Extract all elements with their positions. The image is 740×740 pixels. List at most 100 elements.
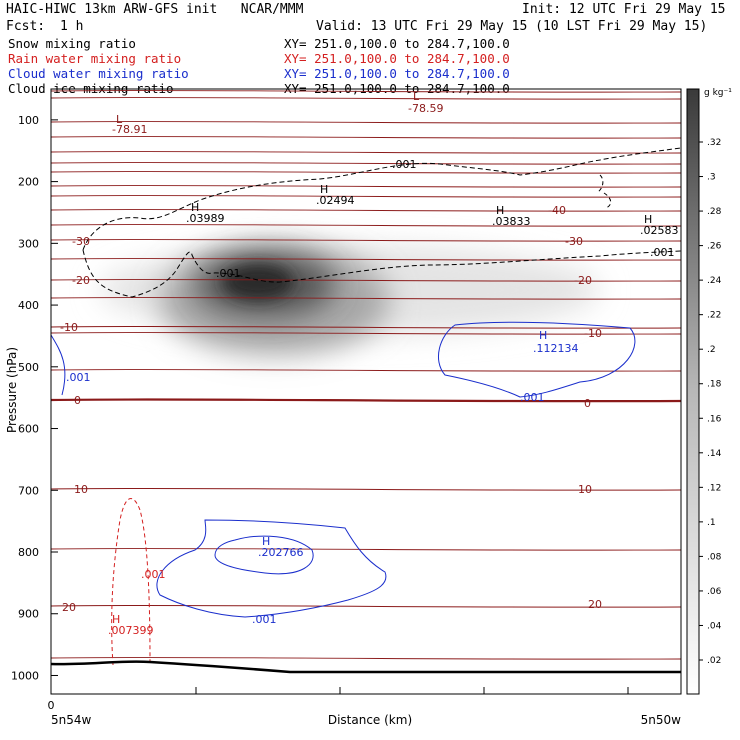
isotherm-line-7 <box>51 184 681 188</box>
legend-rain-name: Rain water mixing ratio <box>8 51 182 66</box>
cloud-water-max-value-right: .112134 <box>533 342 579 355</box>
isotherm-line-11 <box>51 238 681 242</box>
y-axis-label: Pressure (hPa) <box>5 347 19 433</box>
isotherm-line-0 <box>51 89 681 93</box>
isotherm-line-17 <box>51 368 681 372</box>
isotherm-line-15 <box>51 325 681 329</box>
cloud-ice-labels: .001 .001 .001 H .03989 H .02494 H .0383… <box>186 158 679 280</box>
colorbar-tick-label-7: .16 <box>707 414 722 424</box>
colorbar-tick-label-2: .06 <box>707 587 722 597</box>
isotherm-line-16 <box>51 331 681 335</box>
isotherm-label-20-left: 20 <box>62 601 76 614</box>
colorbar-tick-label-14: .3 <box>707 173 716 183</box>
isotherm-line-10 <box>51 223 681 227</box>
cloud-ice-max-symbol-4: H <box>644 213 652 226</box>
colorbar-tick-label-0: .02 <box>707 656 721 666</box>
cloud-ice-max-value-1: .03989 <box>186 212 225 225</box>
cloud-water-contour-right <box>437 321 636 398</box>
cloud-ice-contour-lower <box>82 249 682 298</box>
y-tick-label-600: 600 <box>18 423 39 436</box>
isotherm-line-2 <box>51 120 681 124</box>
rain-water-contour <box>111 498 151 666</box>
colorbar-tick-label-8: .18 <box>707 380 722 390</box>
colorbar-tick-label-5: .12 <box>707 483 721 493</box>
plot-frame <box>50 88 682 695</box>
y-axis: 100 200 300 400 500 600 700 800 900 1000 <box>11 114 58 682</box>
cloud-ice-contour-label-mid: .001 <box>216 267 241 280</box>
legend-rain-xy: XY= 251.0,100.0 to 284.7,100.0 <box>284 51 510 66</box>
cloud-water-labels: H .112134 .001 .001 H .202766 .001 <box>66 329 579 626</box>
isotherm-labels: -40 -30 -30 -20 -20 -10 -10 0 0 10 10 20… <box>60 204 602 614</box>
isotherm-label-zero-right: 0 <box>584 397 591 410</box>
cloud-ice-max-value-4: .02583 <box>640 224 679 237</box>
colorbar-tick-label-12: .26 <box>707 242 722 252</box>
colorbar-tick-label-15: .32 <box>707 138 721 148</box>
isotherm-label-zero-left: 0 <box>74 394 81 407</box>
model-title: HAIC-HIWC 13km ARW-GFS init NCAR/MMM <box>6 2 304 17</box>
temperature-min-value-left: -78.91 <box>112 123 147 136</box>
colorbar-tick-label-6: .14 <box>707 449 722 459</box>
y-tick-label-700: 700 <box>18 484 39 497</box>
cloud-ice-max-symbol-3: H <box>496 204 504 217</box>
x-axis-left-location: 5n54w <box>51 713 92 727</box>
x-axis-label: Distance (km) <box>328 713 412 727</box>
isotherm-line-12 <box>51 257 681 261</box>
cloud-ice-contour-small <box>597 174 612 209</box>
rain-water-labels: .001 H .007399 <box>108 568 166 637</box>
temperature-min-symbol-left: L <box>116 113 123 126</box>
isotherm-line-18 <box>51 398 681 403</box>
temperature-min-symbol-right: L <box>413 90 420 103</box>
isotherm-label-minus30-right: -30 <box>565 235 583 248</box>
colorbar-tick-label-1: .04 <box>707 621 722 631</box>
cloud-water-contour-label-edge: .001 <box>66 371 91 384</box>
legend-cloudwater-xy: XY= 251.0,100.0 to 284.7,100.0 <box>284 66 510 81</box>
isotherm-label-20-right: 20 <box>588 598 602 611</box>
isotherm-line-19 <box>51 487 681 491</box>
isotherm-label-minus20-right: -20 <box>574 274 592 287</box>
rain-water-contour-label: .001 <box>141 568 166 581</box>
y-tick-label-800: 800 <box>18 546 39 559</box>
isotherm-line-13 <box>51 278 681 282</box>
colorbar-tick-label-10: .22 <box>707 311 721 321</box>
cloud-ice-contour-label-top: .001 <box>392 158 417 171</box>
surface-line <box>50 660 681 674</box>
y-tick-label-400: 400 <box>18 299 39 312</box>
isotherm-label-minus10-right: -10 <box>584 327 602 340</box>
isotherm-lines <box>51 89 681 660</box>
y-tick-label-200: 200 <box>18 176 39 189</box>
forecast-hour: 1 h <box>60 19 84 34</box>
init-time: Init: 12 UTC Fri 29 May 15 <box>522 2 726 17</box>
forecast-label: Fcst: <box>6 19 46 34</box>
y-tick-label-300: 300 <box>18 237 39 250</box>
cloud-water-max-value-left: .202766 <box>258 546 304 559</box>
cloud-ice-max-symbol-2: H <box>320 183 328 196</box>
colorbar-tick-label-11: .24 <box>707 276 722 286</box>
cloud-water-contour-left-inner <box>214 535 314 575</box>
isotherm-label-minus20-left: -20 <box>72 274 90 287</box>
colorbar-ticks: .02 .04 .06 .08 .1 .12 .14 .16 .18 .2 .22 .24 .26 .28… <box>699 138 722 666</box>
temperature-minima: L -78.91 L -78.59 <box>112 90 443 136</box>
temperature-min-value-right: -78.59 <box>408 102 443 115</box>
colorbar-unit: g kg⁻¹ <box>704 88 732 98</box>
cloud-water-contour-left-outer <box>156 519 387 618</box>
rain-water-max-symbol: H <box>112 613 120 626</box>
legend-snow-name: Snow mixing ratio <box>8 36 136 51</box>
isotherm-line-4 <box>51 150 681 154</box>
x-axis-ticks <box>195 687 629 694</box>
isotherm-line-9 <box>51 208 681 212</box>
legend-cloudwater-name: Cloud water mixing ratio <box>8 66 189 81</box>
isotherm-label-10-right: 10 <box>578 483 592 496</box>
isotherm-line-6 <box>51 170 681 174</box>
legend-snow-xy: XY= 251.0,100.0 to 284.7,100.0 <box>284 36 510 51</box>
isotherm-label-minus30-left: -30 <box>72 235 90 248</box>
isotherm-label-minus40: -40 <box>548 204 566 217</box>
isotherm-line-8 <box>51 194 681 198</box>
colorbar-tick-label-13: .28 <box>707 207 722 217</box>
y-tick-label-1000: 1000 <box>11 669 39 682</box>
cloud-water-max-symbol-right: H <box>539 329 547 342</box>
isotherm-line-1 <box>51 96 681 100</box>
cloud-ice-max-value-2: .02494 <box>316 194 355 207</box>
isotherm-line-22 <box>51 656 681 660</box>
